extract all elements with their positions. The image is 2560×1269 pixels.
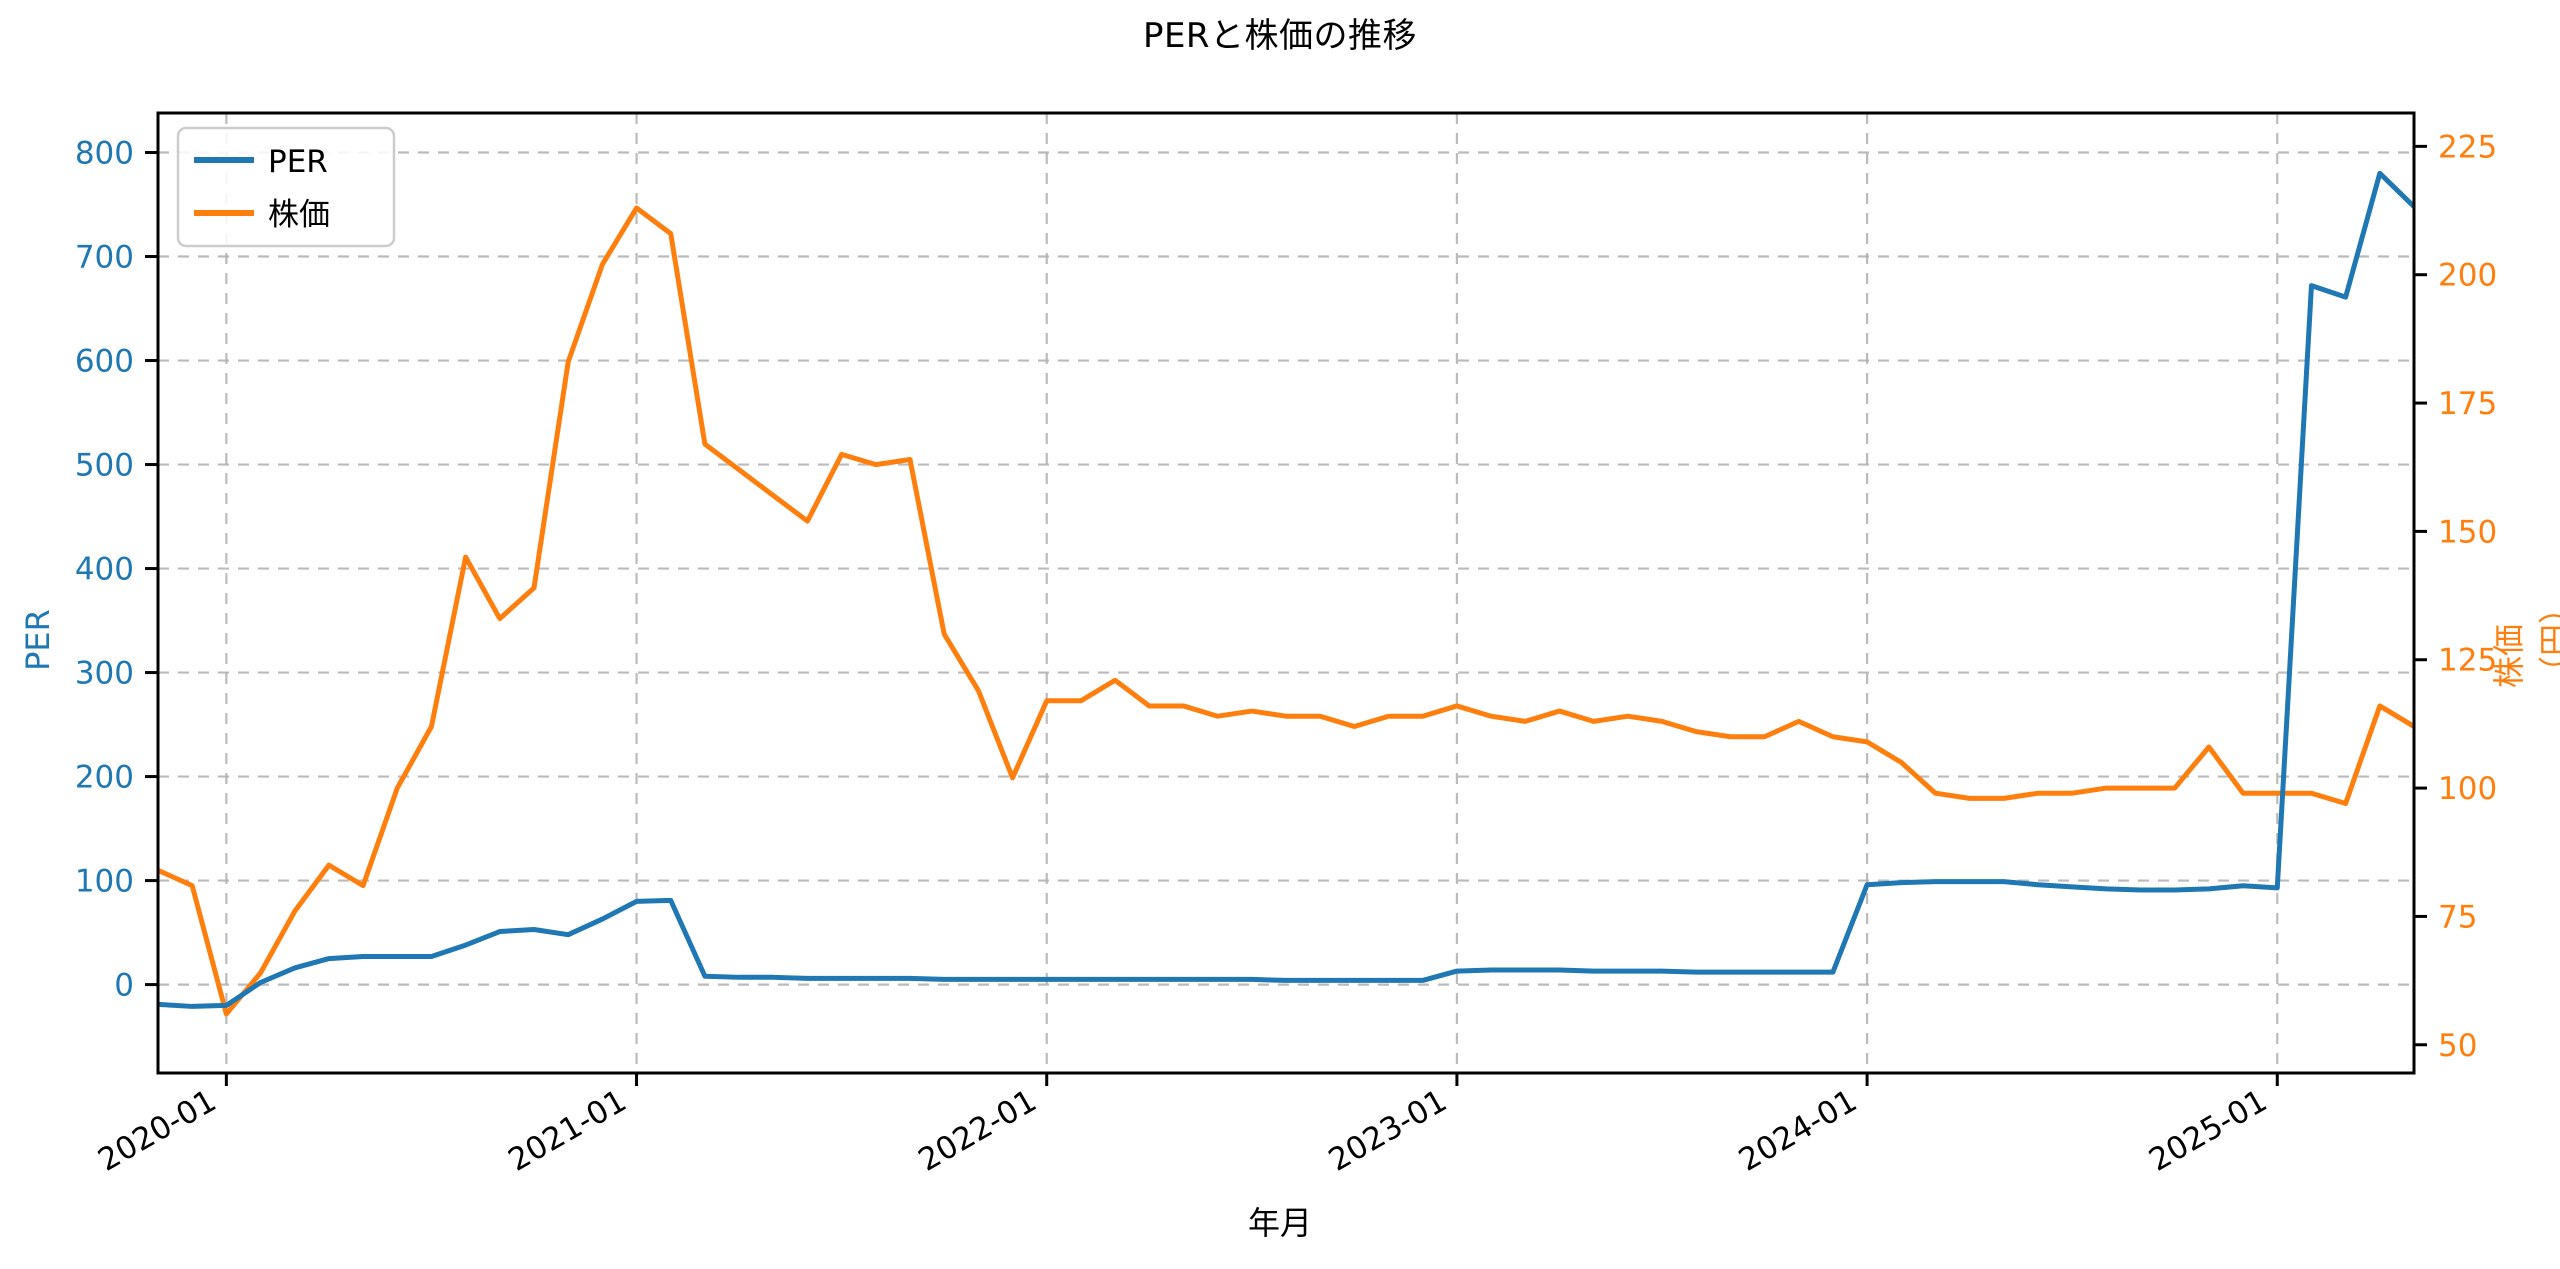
left-axis-tick-label: 400 (75, 552, 134, 588)
right-axis-tick-label: 200 (2438, 258, 2497, 294)
series-line-per (158, 170, 2414, 1009)
x-axis-label: 年月 (1247, 1204, 1312, 1242)
legend-label-kabuka: 株価 (268, 197, 330, 233)
x-axis-tick-label: 2021-01 (502, 1083, 632, 1179)
y-axis-label-right: 株価（円） (2490, 591, 2560, 688)
plot-frame (156, 111, 2416, 1075)
x-axis-ticks: 2020-01 2021-01 2022-01 2023-01 2024-01 2025-… (92, 1073, 2279, 1179)
left-axis-tick-label: 300 (75, 656, 134, 692)
right-axis-tick-label: 150 (2438, 514, 2497, 550)
horizontal-gridlines (158, 151, 2414, 986)
legend: PER 株価 (176, 126, 396, 248)
plot-area-background (158, 113, 2414, 1073)
left-axis-tick-label: 200 (75, 760, 134, 796)
x-axis-tick-label: 2020-01 (92, 1083, 222, 1179)
left-axis-tick-label: 500 (75, 448, 134, 484)
data-lines-group (158, 170, 2414, 1017)
x-axis-tick-label: 2024-01 (1733, 1083, 1863, 1179)
left-axis-tick-label: 100 (75, 864, 134, 900)
x-axis-tick-label: 2022-01 (913, 1083, 1043, 1179)
left-axis-tick-label: 600 (75, 344, 134, 380)
left-axis-tick-label: 800 (75, 136, 134, 172)
series-line-kabuka (158, 205, 2414, 1017)
vertical-gridlines (225, 113, 2279, 1073)
left-axis-tick-label: 700 (75, 240, 134, 276)
right-axis-tick-label: 225 (2438, 129, 2497, 165)
right-axis-tick-label: 125 (2438, 643, 2497, 679)
legend-label-per: PER (268, 144, 328, 180)
left-axis-tick-label: 0 (114, 968, 134, 1004)
right-axis-tick-label: 50 (2438, 1028, 2477, 1064)
y-axis-label-left: PER (19, 609, 57, 671)
right-axis-tick-label: 75 (2438, 899, 2477, 935)
left-axis-ticks: 0 100 200 300 400 500 600 700 800 (75, 136, 158, 1004)
right-axis-tick-label: 100 (2438, 771, 2497, 807)
x-axis-tick-label: 2025-01 (2143, 1083, 2273, 1179)
right-axis-ticks: 50 75 100 125 150 175 200 225 (2414, 129, 2497, 1064)
x-axis-tick-label: 2023-01 (1323, 1083, 1453, 1179)
right-axis-tick-label: 175 (2438, 386, 2497, 422)
page-title: PERと株価の推移 (1142, 16, 1418, 56)
